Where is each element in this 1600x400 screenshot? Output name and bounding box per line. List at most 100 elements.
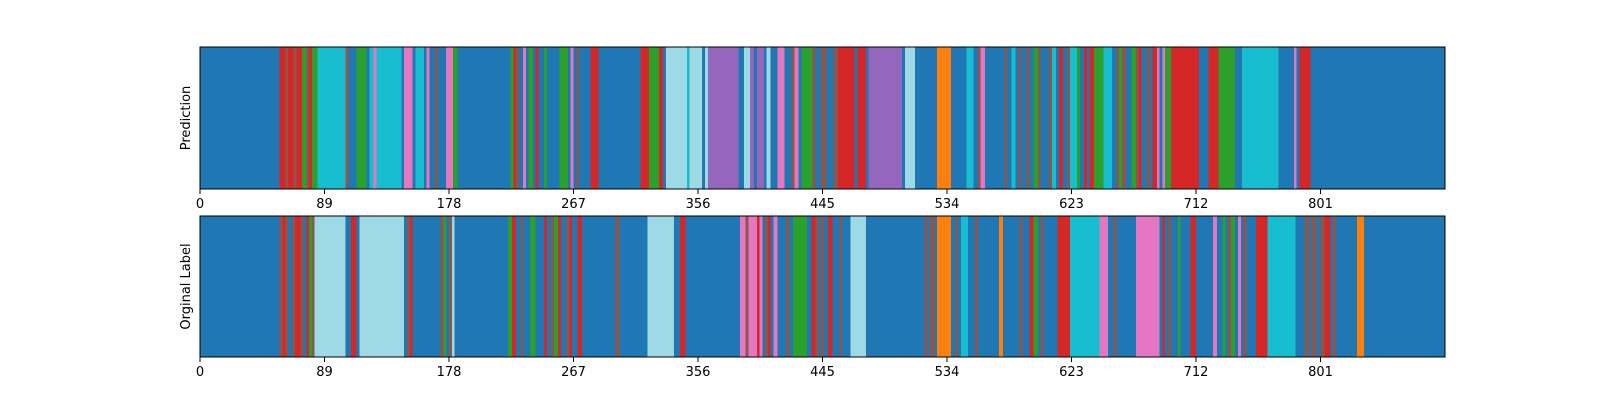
segment [576, 47, 580, 189]
segment [773, 216, 779, 357]
x-tick-label: 0 [196, 197, 204, 212]
segment [293, 47, 297, 189]
segment [1208, 47, 1219, 189]
segment [559, 47, 569, 189]
segment [707, 47, 739, 189]
segment [615, 216, 621, 357]
segment [1040, 47, 1050, 189]
segment [1168, 216, 1172, 357]
segment [516, 216, 521, 357]
segment [821, 216, 825, 357]
segment [1149, 47, 1154, 189]
segment [1235, 216, 1239, 357]
segment [1242, 47, 1279, 189]
segment [1033, 47, 1039, 189]
segment [1070, 216, 1100, 357]
segment [960, 216, 969, 357]
segment [823, 216, 829, 357]
segment [285, 216, 289, 357]
segment [454, 216, 509, 357]
segment [279, 216, 283, 357]
segment [510, 47, 514, 189]
segment [759, 216, 763, 357]
segment [200, 47, 281, 189]
segment [1216, 216, 1223, 357]
segment [980, 47, 986, 189]
segment [1037, 216, 1042, 357]
segment [756, 47, 765, 189]
segment [1159, 47, 1163, 189]
segment [513, 47, 517, 189]
x-tick-label: 712 [1184, 365, 1209, 380]
segment [285, 47, 289, 189]
segment [685, 216, 741, 357]
segment [1138, 47, 1142, 189]
x-tick-label: 623 [1059, 365, 1084, 380]
segment [1099, 216, 1109, 357]
segment [640, 47, 650, 189]
segment [951, 216, 956, 357]
segment [1135, 47, 1140, 189]
segment [1043, 216, 1058, 357]
segment [826, 47, 835, 189]
segment [828, 216, 833, 357]
segment [282, 216, 286, 357]
subplot-1: 0 89 178 267 356 445 534 623 712 801 Prediction [179, 46, 1446, 212]
segment [288, 216, 293, 357]
segment [658, 47, 664, 189]
segment [1212, 216, 1218, 357]
segment [927, 216, 931, 357]
segment [665, 47, 688, 189]
segment [1305, 216, 1310, 357]
segment [1180, 216, 1191, 357]
segment [647, 216, 675, 357]
segment [356, 47, 367, 189]
segment [753, 47, 758, 189]
segment [749, 47, 755, 189]
segment [449, 216, 453, 357]
segment [1324, 216, 1331, 357]
segment [317, 47, 346, 189]
segment [295, 216, 302, 357]
segment [934, 216, 938, 357]
segment [1093, 47, 1105, 189]
segment [1126, 47, 1133, 189]
segment [544, 47, 548, 189]
segment [818, 216, 822, 357]
segment [288, 47, 295, 189]
segment [1228, 216, 1232, 357]
segment [292, 216, 296, 357]
segment [453, 47, 458, 189]
segment [528, 47, 534, 189]
segment [619, 216, 649, 357]
segment [1237, 216, 1242, 357]
segment [955, 216, 959, 357]
segment [300, 216, 304, 357]
segment [811, 216, 816, 357]
segment [788, 216, 794, 357]
segment [1295, 216, 1306, 357]
segment [998, 216, 1004, 357]
segment [303, 216, 307, 357]
segment [984, 47, 1005, 189]
segment [1225, 216, 1229, 357]
segment [443, 216, 447, 357]
segment [1243, 216, 1247, 357]
segment [1310, 47, 1446, 189]
segment [200, 216, 281, 357]
segment [1033, 216, 1039, 357]
segment [1222, 216, 1226, 357]
segment [359, 216, 405, 357]
x-tick-label: 534 [935, 365, 960, 380]
segment [369, 47, 374, 189]
segment [511, 216, 517, 357]
segment [446, 216, 450, 357]
segment [579, 47, 591, 189]
x-tick-label: 356 [686, 197, 711, 212]
segment [1296, 47, 1300, 189]
x-tick-label: 178 [437, 197, 462, 212]
segment [1141, 47, 1148, 189]
subplot-2: 0 89 178 267 356 445 534 623 712 801 Orginal Label [179, 215, 1446, 380]
segment [546, 216, 552, 357]
